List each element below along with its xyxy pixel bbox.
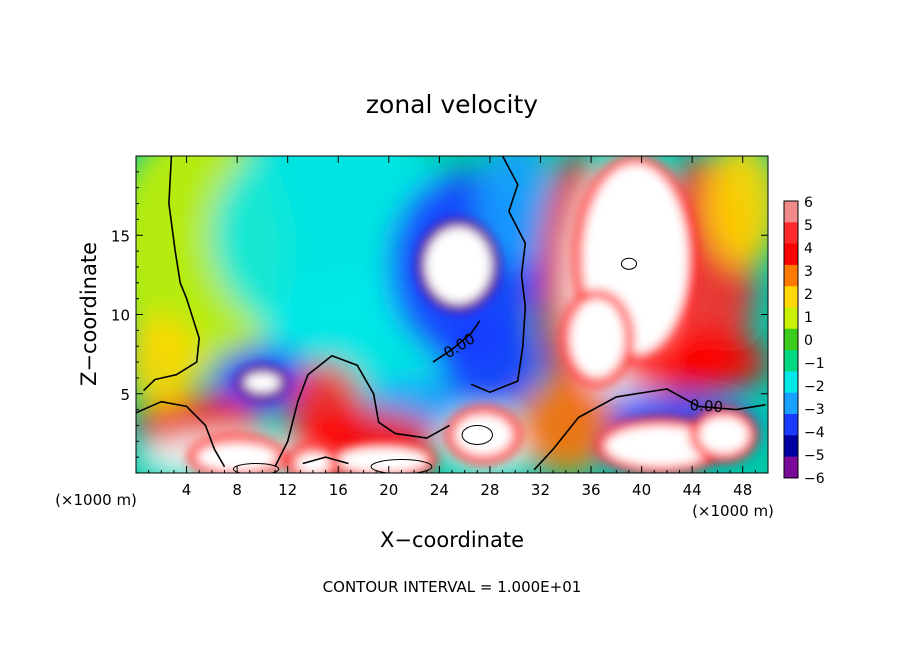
colorbar-label: −2 [804, 379, 825, 395]
colorbar-swatch [784, 456, 798, 479]
colorbar-frame [783, 200, 799, 479]
x-tick-label: 32 [531, 481, 550, 499]
zero-contour-line [432, 320, 481, 363]
colorbar-swatch [784, 328, 798, 351]
velocity-field [136, 156, 768, 473]
colorbar: 6 5 4 3 2 1 0 −1 −2 −3 −4 −5 −6 [783, 195, 825, 487]
y-tick-label: 10 [111, 307, 130, 325]
zero-contour-line [274, 354, 450, 468]
colorbar-label: −5 [804, 448, 825, 464]
x-axis-ticks: 4 8 12 16 20 24 28 32 36 40 44 48 [148, 156, 756, 499]
saturated-core [698, 415, 750, 454]
zero-contour-line [533, 388, 766, 471]
y-axis-ticks: 5 10 15 [111, 171, 768, 458]
x-tick-label: 40 [632, 481, 651, 499]
zero-contour-line [143, 156, 200, 392]
colorbar-swatch [784, 435, 798, 458]
x-tick-label: 20 [379, 481, 398, 499]
colorbar-swatch [784, 392, 798, 415]
x-tick-label: 48 [733, 481, 752, 499]
x-axis-unit-left: (×1000 m) [55, 491, 137, 509]
small-contour [461, 424, 493, 445]
colorbar-label: 0 [804, 333, 813, 349]
colorbar-swatch [784, 307, 798, 330]
contour-label-right: 0.00 [689, 396, 724, 416]
field-region [704, 156, 768, 267]
small-contour [232, 462, 280, 473]
x-tick-label: 28 [480, 481, 499, 499]
saturated-core [454, 414, 513, 456]
x-tick-label: 24 [430, 481, 449, 499]
x-axis-label: X−coordinate [380, 528, 524, 552]
y-axis-label: Z−coordinate [77, 242, 101, 386]
plot-area [136, 156, 768, 473]
colorbar-swatch [784, 371, 798, 394]
field-region [136, 314, 200, 410]
colorbar-label: 5 [804, 218, 813, 234]
field-region [477, 156, 554, 267]
colorbar-label: −3 [804, 402, 825, 418]
chart-title: zonal velocity [366, 90, 538, 119]
colorbar-swatch [784, 350, 798, 372]
zero-contour-line [470, 156, 527, 393]
colorbar-swatch [784, 201, 798, 223]
saturated-core [604, 425, 717, 467]
small-contour [370, 459, 433, 473]
x-tick-label: 12 [278, 481, 297, 499]
x-tick-label: 36 [581, 481, 600, 499]
zero-contour-line [136, 400, 226, 468]
colorbar-label: 1 [804, 310, 813, 326]
colorbar-label: −1 [804, 356, 825, 372]
saturated-core [196, 442, 278, 472]
y-tick-label: 15 [111, 227, 130, 245]
x-tick-label: 4 [182, 481, 192, 499]
zero-contour-line [302, 456, 349, 465]
saturated-core [569, 298, 626, 378]
colorbar-swatch [784, 264, 798, 287]
x-tick-label: 16 [329, 481, 348, 499]
colorbar-swatch [784, 243, 798, 266]
saturated-core [425, 227, 492, 304]
colorbar-label: −6 [804, 471, 825, 487]
colorbar-swatch [784, 222, 798, 245]
colorbar-label: 6 [804, 195, 813, 211]
field-region [515, 377, 617, 473]
saturated-core [244, 373, 281, 393]
colorbar-label: 2 [804, 287, 813, 303]
small-contours [232, 257, 638, 473]
x-tick-label: 8 [232, 481, 242, 499]
saturated-regions [187, 156, 759, 473]
y-tick-label: 5 [120, 386, 130, 404]
colorbar-label: 4 [804, 241, 813, 257]
x-axis-unit-right: (×1000 m) [692, 502, 774, 520]
small-contour [620, 257, 638, 270]
colorbar-swatch [784, 414, 798, 436]
zero-contours [136, 156, 766, 471]
footer-contour-interval: CONTOUR INTERVAL = 1.000E+01 [323, 578, 582, 596]
colorbar-swatch [784, 286, 798, 308]
colorbar-label: −4 [804, 425, 825, 441]
colorbar-label: 3 [804, 264, 813, 280]
saturated-core [336, 447, 428, 473]
x-tick-label: 44 [683, 481, 702, 499]
